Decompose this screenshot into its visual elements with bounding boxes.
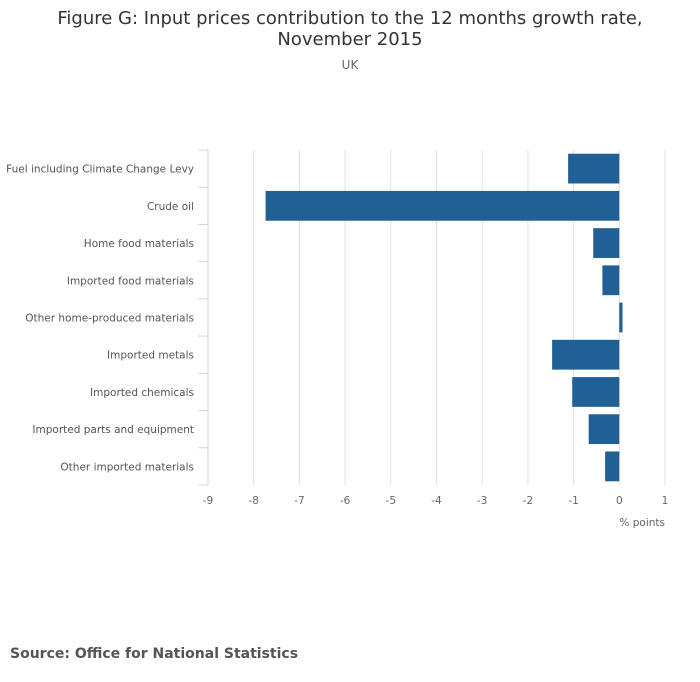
x-tick-label: 0 [616, 495, 623, 507]
chart-subtitle: UK [341, 58, 359, 72]
x-tick-label: -9 [203, 495, 213, 507]
x-tick-label: -5 [386, 495, 396, 507]
bar[interactable] [572, 377, 620, 407]
x-tick-label: -2 [523, 495, 533, 507]
bar[interactable] [568, 153, 620, 184]
category-label: Imported metals [107, 350, 194, 362]
chart-title: Figure G: Input prices contribution to t… [0, 8, 700, 50]
bar[interactable] [593, 228, 620, 258]
source-note: Source: Office for National Statistics [10, 646, 299, 662]
x-axis-label: % points [619, 517, 665, 529]
bar[interactable] [605, 451, 620, 482]
x-tick-label: -7 [294, 495, 304, 507]
category-label: Imported chemicals [90, 387, 194, 399]
chart-title-line-2: November 2015 [277, 29, 423, 50]
bar[interactable] [602, 265, 620, 296]
category-label: Other imported materials [60, 461, 194, 473]
chart-title-line-1: Figure G: Input prices contribution to t… [57, 8, 643, 29]
x-tick-label: -6 [340, 495, 351, 507]
category-label: Crude oil [147, 201, 194, 213]
category-label: Imported parts and equipment [32, 424, 194, 436]
category-labels: Fuel including Climate Change Levy Crude … [6, 164, 194, 474]
bar[interactable] [619, 302, 623, 333]
bars [265, 153, 623, 482]
bar[interactable] [552, 339, 620, 370]
x-axis-ticks: -9 -8 -7 -6 -5 -4 -3 -2 -1 0 1 [203, 495, 669, 507]
x-tick-label: -4 [431, 495, 442, 507]
y-axis [198, 149, 209, 486]
category-label: Home food materials [84, 238, 194, 250]
bar[interactable] [265, 190, 620, 221]
category-label: Imported food materials [67, 275, 194, 287]
category-label: Other home-produced materials [25, 313, 194, 325]
x-tick-label: -8 [248, 495, 258, 507]
x-tick-label: 1 [662, 495, 669, 507]
category-label: Fuel including Climate Change Levy [6, 164, 194, 176]
x-tick-label: -3 [477, 495, 487, 507]
x-tick-label: -1 [568, 495, 578, 507]
bar[interactable] [588, 414, 620, 445]
